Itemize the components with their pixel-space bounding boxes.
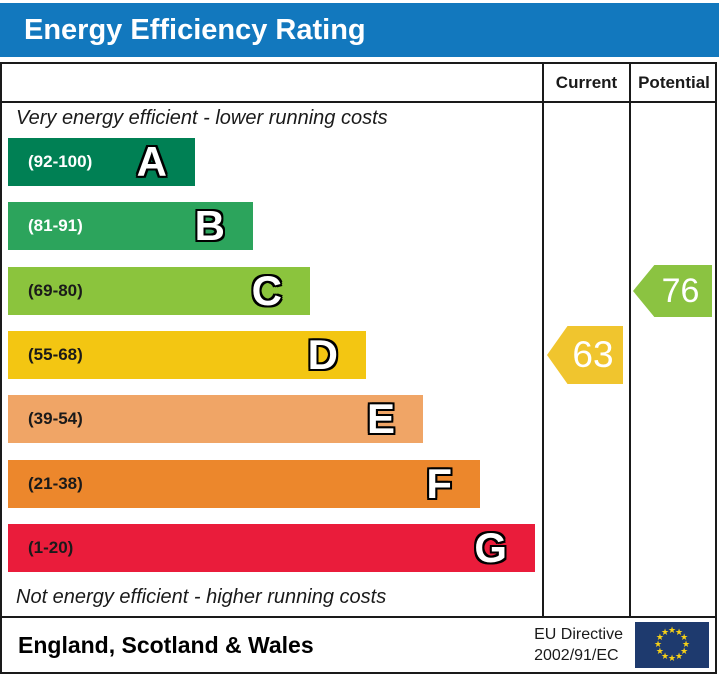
- current-column-header: Current: [555, 72, 618, 92]
- band-letter: A: [136, 138, 167, 185]
- svg-text:★: ★: [680, 633, 688, 643]
- eu-directive-label: EU Directive 2002/91/EC: [534, 624, 623, 666]
- current-rating-value: 63: [572, 334, 614, 375]
- band-f: (21-38) F: [8, 460, 480, 508]
- eu-directive-line2: 2002/91/EC: [534, 647, 619, 664]
- svg-text:★: ★: [675, 628, 683, 638]
- eu-flag-icon: ★★★★★★★★★★★★: [635, 622, 709, 668]
- column-divider-potential: [629, 62, 631, 618]
- band-range-label: (81-91): [28, 216, 83, 235]
- band-letter: G: [474, 524, 507, 571]
- band-d: (55-68) D: [8, 331, 366, 379]
- svg-text:★: ★: [668, 654, 676, 664]
- bottom-note: Not energy efficient - higher running co…: [16, 586, 387, 608]
- header-row-divider: [0, 101, 717, 103]
- svg-text:★: ★: [675, 652, 683, 662]
- svg-text:★: ★: [661, 652, 669, 662]
- svg-text:★: ★: [668, 626, 676, 636]
- band-letter: D: [307, 331, 338, 378]
- band-letter: F: [426, 460, 452, 507]
- svg-text:★: ★: [656, 633, 664, 643]
- eu-directive-line1: EU Directive: [534, 626, 623, 643]
- title-bar: Energy Efficiency Rating: [0, 3, 719, 57]
- band-range-label: (21-38): [28, 474, 83, 493]
- potential-column-header: Potential: [638, 72, 710, 92]
- svg-text:★: ★: [682, 640, 690, 650]
- band-letter: C: [251, 267, 282, 314]
- band-range-label: (1-20): [28, 538, 74, 557]
- svg-text:★: ★: [680, 647, 688, 657]
- svg-text:★: ★: [656, 647, 664, 657]
- band-c: (69-80) C: [8, 267, 310, 315]
- band-a: (92-100) A: [8, 138, 195, 186]
- svg-text:★: ★: [661, 628, 669, 638]
- band-b: (81-91) B: [8, 202, 253, 250]
- band-letter: B: [194, 202, 225, 249]
- column-divider-current: [542, 62, 544, 618]
- band-range-label: (69-80): [28, 281, 83, 300]
- potential-rating-value: 76: [661, 271, 700, 310]
- svg-text:★: ★: [654, 640, 662, 650]
- footer-bar: England, Scotland & Wales EU Directive 2…: [0, 616, 717, 674]
- page-title: Energy Efficiency Rating: [24, 13, 366, 46]
- band-range-label: (55-68): [28, 345, 83, 364]
- band-range-label: (92-100): [28, 152, 93, 171]
- band-e: (39-54) E: [8, 395, 423, 443]
- band-g: (1-20) G: [8, 524, 535, 572]
- band-range-label: (39-54): [28, 409, 83, 428]
- band-letter: E: [366, 395, 395, 442]
- region-label: England, Scotland & Wales: [18, 631, 314, 658]
- top-note: Very energy efficient - lower running co…: [16, 107, 388, 129]
